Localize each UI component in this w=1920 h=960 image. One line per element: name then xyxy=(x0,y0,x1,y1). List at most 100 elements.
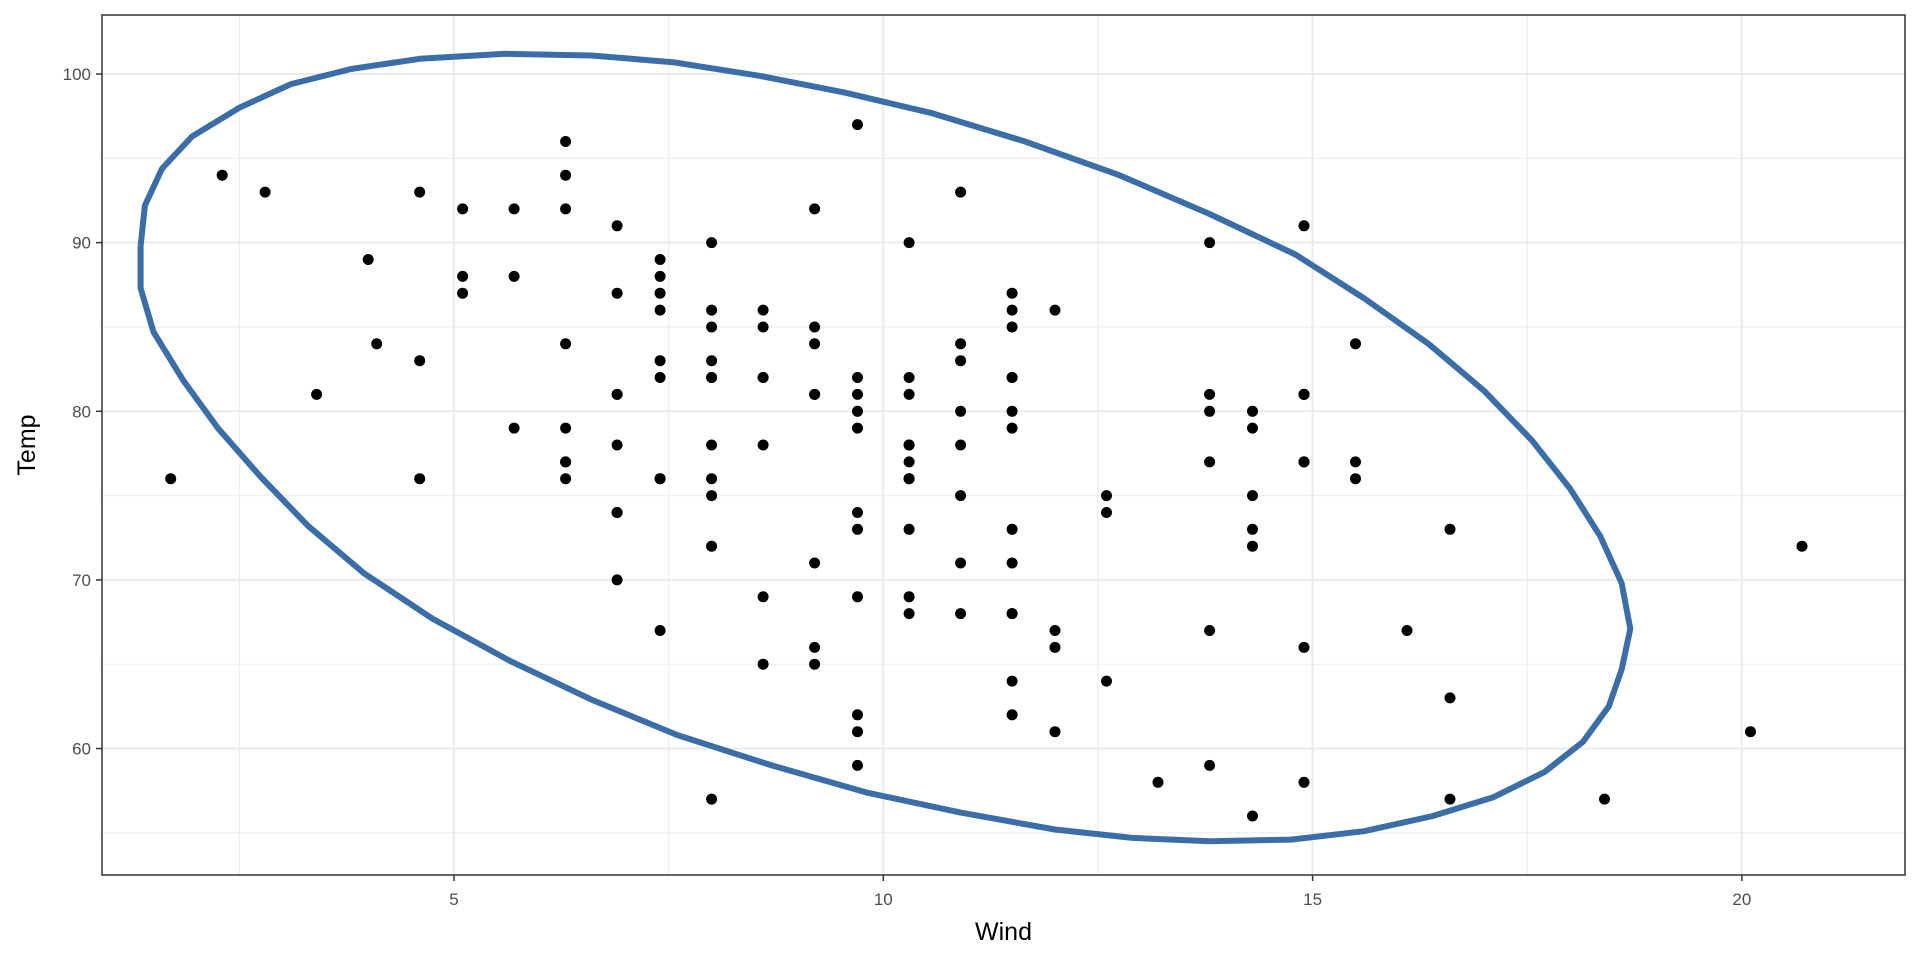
y-tick-label: 100 xyxy=(63,65,91,84)
data-point xyxy=(560,456,572,468)
data-point xyxy=(259,186,271,198)
data-point xyxy=(560,136,572,147)
panel-border xyxy=(101,14,1906,876)
data-point xyxy=(654,254,666,265)
data-point xyxy=(1049,625,1061,636)
data-point xyxy=(414,473,426,485)
data-point xyxy=(1101,675,1112,687)
data-point xyxy=(611,287,623,299)
data-point xyxy=(757,321,769,333)
data-point xyxy=(852,388,863,400)
data-point xyxy=(654,304,666,316)
data-point xyxy=(955,439,967,451)
data-point xyxy=(414,186,426,198)
data-point xyxy=(706,540,718,552)
data-point xyxy=(852,422,863,434)
data-point xyxy=(706,304,718,316)
data-point xyxy=(560,169,572,181)
data-point xyxy=(809,388,821,400)
data-point xyxy=(1204,388,1216,400)
data-point xyxy=(1006,405,1018,417)
major-gridlines xyxy=(102,15,1905,875)
data-point xyxy=(852,726,863,738)
data-point xyxy=(903,372,915,383)
data-point xyxy=(757,304,769,316)
data-point xyxy=(809,641,821,653)
data-point xyxy=(1006,675,1018,687)
data-point xyxy=(1006,523,1018,535)
data-point xyxy=(706,321,718,333)
data-point xyxy=(1350,473,1361,485)
data-point xyxy=(1298,776,1310,788)
x-tick-label: 15 xyxy=(1303,890,1322,909)
data-point xyxy=(1247,540,1258,552)
data-point xyxy=(1006,557,1018,569)
data-point xyxy=(757,372,769,383)
data-point xyxy=(611,574,623,586)
data-point xyxy=(1101,490,1112,502)
y-axis-title: Temp xyxy=(13,414,41,475)
data-point xyxy=(1247,490,1258,502)
data-point xyxy=(654,473,666,485)
x-axis-title: Wind xyxy=(975,918,1032,946)
data-point xyxy=(1401,625,1413,636)
data-point xyxy=(508,422,520,434)
minor-gridlines xyxy=(102,15,1905,875)
data-point xyxy=(903,608,915,620)
data-point xyxy=(654,270,666,282)
data-point xyxy=(457,287,469,299)
data-point xyxy=(809,203,821,215)
data-point xyxy=(1298,641,1310,653)
data-point xyxy=(654,372,666,383)
data-point xyxy=(1204,759,1216,771)
data-point xyxy=(457,203,469,215)
data-point xyxy=(611,439,623,451)
data-point xyxy=(611,507,623,518)
data-point xyxy=(611,220,623,232)
data-point xyxy=(955,338,967,350)
data-point xyxy=(1247,810,1258,822)
data-point xyxy=(1049,304,1061,316)
data-point xyxy=(1101,507,1112,518)
data-point xyxy=(757,591,769,603)
data-point xyxy=(1298,220,1310,232)
data-point xyxy=(706,372,718,383)
data-point xyxy=(706,473,718,485)
data-point xyxy=(362,254,374,265)
data-point xyxy=(1049,726,1061,738)
data-point xyxy=(165,473,177,485)
data-point xyxy=(757,439,769,451)
data-point xyxy=(903,388,915,400)
data-point xyxy=(955,186,967,198)
confidence-ellipse xyxy=(137,50,1634,845)
data-point xyxy=(1204,405,1216,417)
data-point xyxy=(903,473,915,485)
data-point xyxy=(706,793,718,805)
data-point xyxy=(654,355,666,367)
data-point xyxy=(955,355,967,367)
data-point xyxy=(311,388,323,400)
data-point xyxy=(1006,422,1018,434)
data-point xyxy=(706,490,718,502)
data-point xyxy=(852,523,863,535)
data-point xyxy=(1247,422,1258,434)
data-point xyxy=(654,287,666,299)
data-point xyxy=(757,658,769,670)
data-point xyxy=(955,608,967,620)
y-tick-label: 60 xyxy=(72,740,91,759)
data-point xyxy=(903,237,915,249)
data-point xyxy=(1006,287,1018,299)
y-tick-label: 90 xyxy=(72,234,91,253)
data-point xyxy=(216,169,228,181)
data-point xyxy=(852,759,863,771)
data-point xyxy=(560,338,572,350)
data-point xyxy=(903,456,915,468)
data-point xyxy=(852,405,863,417)
data-point xyxy=(508,270,520,282)
data-point xyxy=(1049,641,1061,653)
data-point xyxy=(1298,456,1310,468)
data-point xyxy=(1796,540,1808,552)
data-point xyxy=(1247,523,1258,535)
data-point xyxy=(560,473,572,485)
data-point xyxy=(560,203,572,215)
